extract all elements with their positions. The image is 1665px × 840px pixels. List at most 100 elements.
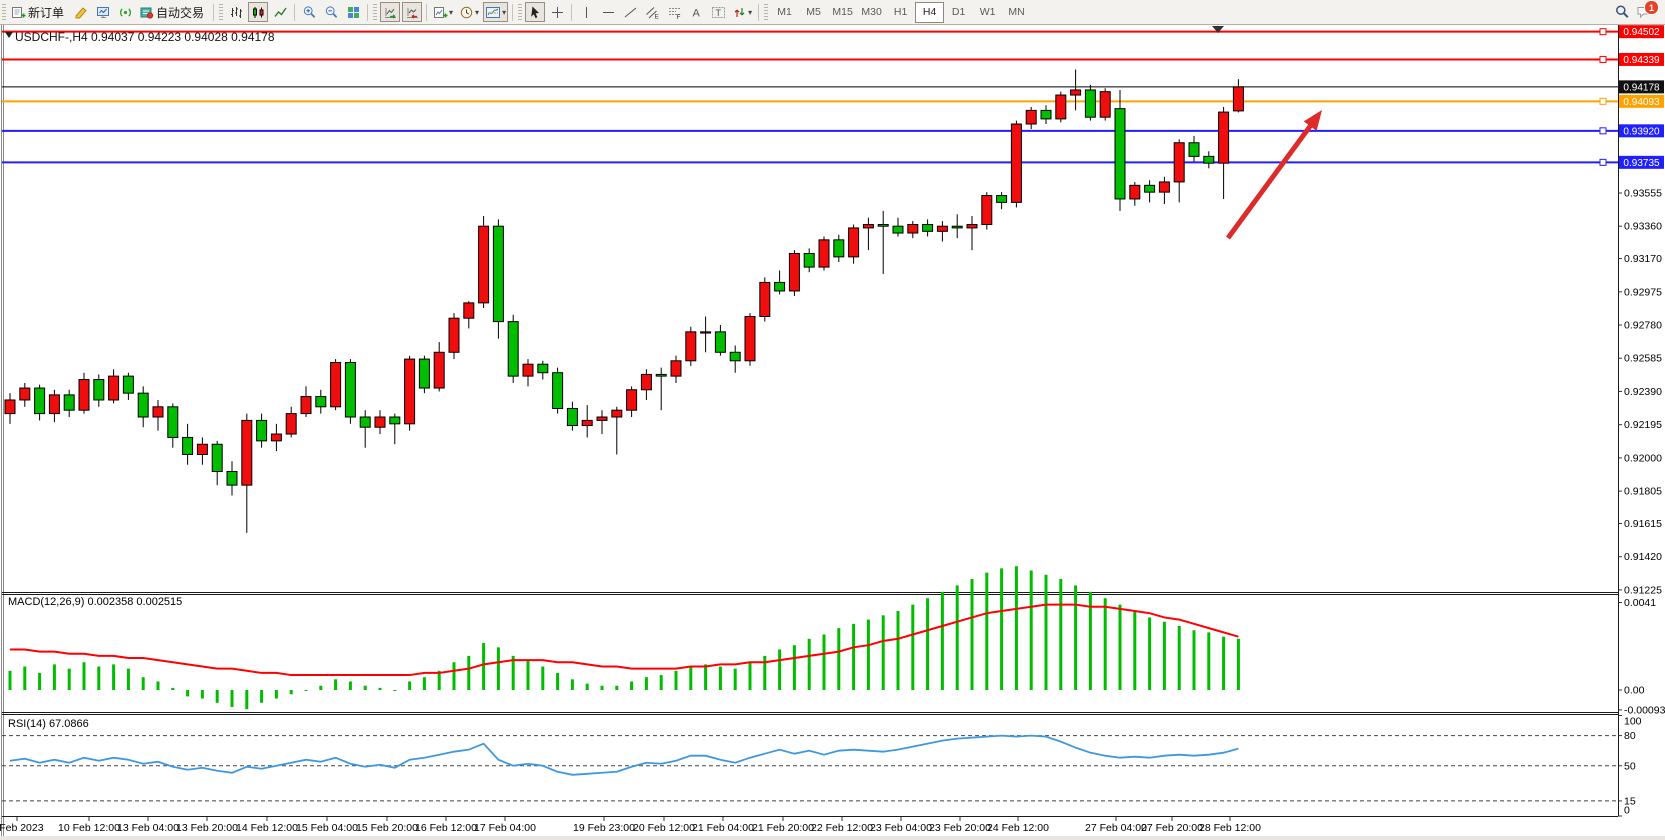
auto-trading-button[interactable]: 自动交易 [137,2,209,22]
new-chart-icon [434,6,448,18]
crosshair-tool-button[interactable] [547,2,567,22]
crayon-button[interactable] [71,2,91,22]
bar-chart-button[interactable] [226,2,246,22]
toolbar-drag-handle[interactable] [518,4,523,20]
trendline-icon [624,7,636,17]
timeframe-m1[interactable]: M1 [777,6,792,18]
svg-text:0.93360: 0.93360 [1624,221,1662,233]
timeframe-d1[interactable]: D1 [951,6,966,18]
svg-text:15 Feb 20:00: 15 Feb 20:00 [356,822,418,834]
timeframe-w1[interactable]: W1 [979,6,996,18]
terminal-button[interactable] [93,2,113,22]
text-tool-button[interactable]: A [686,2,706,22]
chart-preview-button[interactable]: ▾ [483,2,509,22]
macd-pane: 0.0041 0.00 -0.000934 [8,566,1665,716]
zoom-in-button[interactable] [299,2,319,22]
separator [571,3,573,21]
cursor-tool-button[interactable] [525,2,546,22]
autoscroll-button[interactable] [380,2,401,22]
period-clock-icon [460,6,473,18]
svg-text:0.91420: 0.91420 [1624,551,1662,563]
svg-text:A: A [692,7,700,19]
line-chart-button[interactable] [270,2,290,22]
toolbar-drag-handle[interactable] [373,4,378,20]
zoom-in-icon [303,5,315,18]
candles-layer [4,69,1244,533]
macd-indicator-label: MACD(12,26,9) 0.002358 0.002515 [8,596,183,608]
chart-shift-button[interactable] [402,2,423,22]
separator [213,3,215,21]
label-tool-button[interactable]: T [708,2,728,22]
toolbar-drag-handle[interactable] [219,4,224,20]
horizontal-line-tool-button[interactable] [598,2,618,22]
zoom-out-icon [325,5,337,18]
svg-text:20 Feb 12:00: 20 Feb 12:00 [633,822,695,834]
svg-text:21 Feb 04:00: 21 Feb 04:00 [692,822,754,834]
svg-text:21 Feb 20:00: 21 Feb 20:00 [752,822,814,834]
zoom-out-button[interactable] [321,2,341,22]
line-chart-icon [273,7,287,17]
chevron-down-icon: ▾ [502,7,507,17]
channel-tool-button[interactable]: E [642,2,662,22]
chevron-down-icon: ▾ [449,7,454,17]
svg-text:F: F [676,14,680,20]
vertical-line-tool-button[interactable] [576,2,596,22]
search-icon [1616,5,1629,18]
timeframe-m5[interactable]: M5 [806,6,821,18]
separator [294,3,296,21]
candlestick-chart-button[interactable] [248,2,269,22]
separator [367,3,369,21]
search-button[interactable] [1612,2,1632,22]
separator [426,3,428,21]
new-order-button[interactable]: 新订单 [9,2,69,22]
svg-text:23 Feb 04:00: 23 Feb 04:00 [870,822,932,834]
toolbar: 新订单 自动交易 [0,0,1665,25]
svg-text:0.91225: 0.91225 [1624,584,1662,596]
new-chart-button[interactable]: ▾ [431,2,455,22]
price-axis[interactable]: 0.93555 0.93360 0.93170 0.92975 0.92780 0.925… [1618,188,1662,597]
timeframe-h1[interactable]: H1 [893,6,908,18]
timeframe-mn[interactable]: MN [1008,6,1025,18]
autotrade-icon [140,7,154,19]
svg-text:0.94178: 0.94178 [1623,82,1660,93]
notifications-button[interactable]: 1 [1634,0,1659,22]
toolbar-drag-handle[interactable] [764,4,769,20]
text-icon: A [692,7,700,19]
timeframe-m30[interactable]: M30 [861,6,882,18]
symbol-dropdown-icon [5,32,13,38]
timeframe-m15[interactable]: M15 [832,6,853,18]
svg-text:0.92195: 0.92195 [1624,419,1662,431]
timeframe-group: M1 M5 M15 M30 H1 H4 D1 W1 MN [770,1,1031,23]
arrows-tool-button[interactable]: ▾ [730,2,754,22]
signal-icon [119,7,131,17]
timeframe-h4[interactable]: H4 [915,1,945,23]
period-button[interactable]: ▾ [457,2,481,22]
chevron-down-icon: ▾ [475,7,480,17]
svg-text:15 Feb 04:00: 15 Feb 04:00 [296,822,358,834]
toolbar-drag-handle[interactable] [2,4,6,20]
svg-text:0.92390: 0.92390 [1624,386,1662,398]
svg-text:0.91615: 0.91615 [1624,518,1662,530]
bars-chart-icon [230,6,242,18]
horizontal-line-icon [602,11,614,13]
svg-text:0.93920: 0.93920 [1623,126,1660,137]
tile-windows-button[interactable] [343,2,363,22]
fibonacci-tool-button[interactable]: F [664,2,684,22]
signal-button[interactable] [115,2,135,22]
terminal-icon [96,6,109,18]
svg-text:0.94093: 0.94093 [1623,97,1660,108]
pane-borders [0,24,1665,840]
svg-text:80: 80 [1624,730,1636,742]
chart-shift-icon [406,7,418,19]
channel-icon: E [645,6,659,20]
autoscroll-icon [384,7,396,19]
new-order-label: 新订单 [28,5,65,20]
svg-text:0.00: 0.00 [1624,685,1645,697]
svg-text:0.94339: 0.94339 [1623,55,1660,66]
svg-text:0.91805: 0.91805 [1624,486,1662,498]
trendline-tool-button[interactable] [620,2,640,22]
svg-text:13 Feb 04:00: 13 Feb 04:00 [117,822,179,834]
